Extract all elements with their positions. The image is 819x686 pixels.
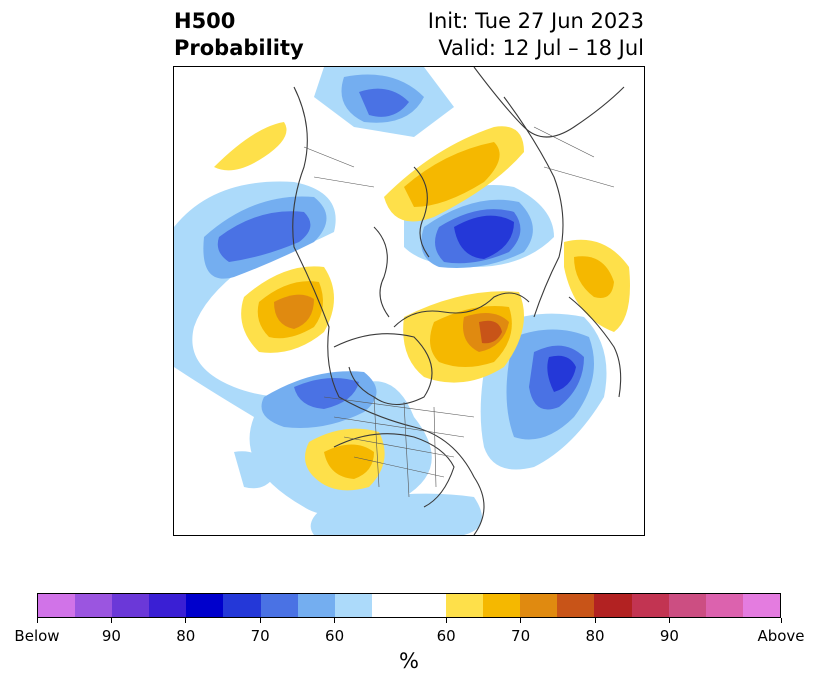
colorbar-segment — [520, 594, 558, 617]
colorbar-segment — [334, 594, 372, 617]
borders — [303, 126, 615, 498]
colorbar-segment — [557, 594, 595, 617]
colorbar-segment — [38, 594, 76, 617]
map-title: H500 Probability — [174, 8, 304, 62]
colorbar-segment — [75, 594, 113, 617]
probability-map — [173, 66, 645, 536]
colorbar-tick — [520, 618, 522, 623]
colorbar-segment — [186, 594, 224, 617]
map-svg — [174, 67, 630, 535]
colorbar-tick — [445, 618, 447, 623]
colorbar-tick-label: 90 — [659, 627, 679, 645]
colorbar-segment — [149, 594, 187, 617]
init-date: Init: Tue 27 Jun 2023 — [427, 9, 644, 33]
colorbar-segment — [371, 594, 409, 617]
colorbar-tick-label: 70 — [511, 627, 531, 645]
colorbar-tick-label: Below — [14, 627, 60, 645]
colorbar-tick-label: 60 — [436, 627, 456, 645]
coastlines — [292, 67, 625, 535]
colorbar-segment — [112, 594, 150, 617]
colorbar-tick-label: 80 — [585, 627, 605, 645]
colorbar-tick — [668, 618, 670, 623]
colorbar-tick — [259, 618, 261, 623]
colorbar-tick-label: Above — [757, 627, 805, 645]
colorbar-segment — [631, 594, 669, 617]
colorbar-segment — [483, 594, 521, 617]
colorbar-segment — [668, 594, 706, 617]
valid-date-range: Valid: 12 Jul – 18 Jul — [438, 36, 644, 60]
title-line-2: Probability — [174, 36, 304, 60]
colorbar-tick-label: 90 — [101, 627, 121, 645]
colorbar-tick-label: 70 — [250, 627, 270, 645]
above-normal-90 — [479, 320, 502, 344]
colorbar-tick-label: 80 — [176, 627, 196, 645]
forecast-dates: Init: Tue 27 Jun 2023 Valid: 12 Jul – 18… — [428, 8, 644, 62]
colorbar-segment — [408, 594, 447, 617]
colorbar-segment — [297, 594, 335, 617]
colorbar-unit: % — [399, 649, 419, 673]
title-line-1: H500 — [174, 9, 236, 33]
colorbar-tick-label: 60 — [325, 627, 345, 645]
colorbar — [37, 593, 781, 618]
colorbar-segment — [594, 594, 632, 617]
colorbar-segment — [446, 594, 484, 617]
colorbar-segment — [742, 594, 780, 617]
colorbar-segment — [705, 594, 743, 617]
colorbar-tick — [110, 618, 112, 623]
below-normal-90 — [454, 215, 576, 392]
colorbar-tick — [185, 618, 187, 623]
colorbar-tick — [36, 618, 38, 623]
colorbar-segment — [223, 594, 261, 617]
colorbar-tick — [780, 618, 782, 623]
colorbar-tick — [594, 618, 596, 623]
colorbar-tick — [334, 618, 336, 623]
colorbar-segment — [260, 594, 298, 617]
